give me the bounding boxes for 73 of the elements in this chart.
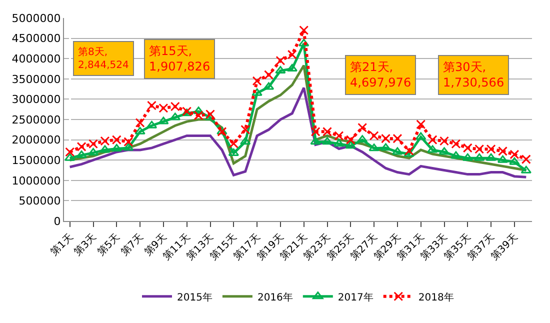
point	[275, 66, 286, 74]
point	[147, 100, 156, 110]
point	[276, 56, 286, 66]
y-tick-label: 1500000	[12, 154, 61, 167]
point	[287, 50, 297, 60]
point	[427, 145, 438, 153]
point	[264, 70, 274, 80]
y-tick-label: 0	[54, 214, 61, 228]
point	[381, 134, 390, 144]
y-tick-label: 4000000	[12, 52, 61, 66]
point	[392, 147, 403, 155]
legend-label: 2017年	[338, 291, 374, 304]
point	[76, 150, 87, 158]
point	[428, 135, 438, 145]
point	[170, 102, 180, 112]
y-tick-label: 500000	[18, 194, 61, 208]
point	[521, 154, 531, 164]
y-tick-label: 1000000	[12, 174, 61, 188]
point	[65, 147, 75, 157]
point	[252, 88, 262, 96]
point	[368, 144, 380, 152]
point	[416, 120, 426, 130]
y-tick-label: 5000000	[12, 12, 61, 25]
point	[158, 103, 168, 113]
point	[450, 151, 462, 159]
point	[392, 134, 402, 144]
point	[462, 143, 472, 153]
point	[474, 144, 484, 154]
point	[451, 139, 461, 149]
point	[334, 139, 344, 147]
point	[228, 138, 238, 148]
point	[486, 144, 496, 154]
y-tick-label: 4500000	[12, 32, 61, 46]
annotation: 第15天, 1,907,826	[149, 44, 210, 74]
point	[404, 146, 414, 156]
point	[369, 130, 379, 140]
point	[510, 150, 520, 160]
point	[194, 110, 204, 120]
point	[322, 126, 332, 136]
point	[193, 106, 204, 114]
annotation: 第21天, 4,697,976	[350, 60, 412, 90]
y-tick-label: 2500000	[12, 113, 61, 126]
point	[498, 146, 508, 156]
point	[100, 136, 110, 146]
point	[134, 126, 146, 134]
point	[310, 126, 320, 136]
point	[334, 130, 344, 140]
point	[76, 142, 86, 152]
y-tick-label: 2000000	[12, 134, 61, 147]
legend-label: 2015年	[177, 291, 212, 304]
point	[252, 76, 262, 86]
annotation: 第8天, 2,844,524	[78, 46, 129, 71]
point	[358, 122, 368, 132]
line-series	[68, 86, 528, 178]
point	[440, 136, 449, 146]
point	[310, 137, 321, 145]
point	[124, 137, 134, 147]
legend-label: 2016年	[257, 291, 293, 304]
point	[112, 135, 122, 145]
point	[100, 145, 110, 153]
point	[88, 139, 98, 149]
point	[346, 135, 356, 145]
point	[299, 26, 309, 36]
point	[135, 118, 145, 128]
point	[486, 153, 496, 161]
annotation: 第30天, 1,730,566	[443, 60, 504, 90]
point	[240, 124, 250, 134]
point	[158, 116, 169, 124]
point	[509, 157, 520, 165]
y-tick-label: 3000000	[12, 93, 61, 106]
y-tick-label: 3500000	[12, 72, 61, 86]
legend-label: 2018年	[418, 291, 454, 304]
point	[206, 109, 215, 119]
